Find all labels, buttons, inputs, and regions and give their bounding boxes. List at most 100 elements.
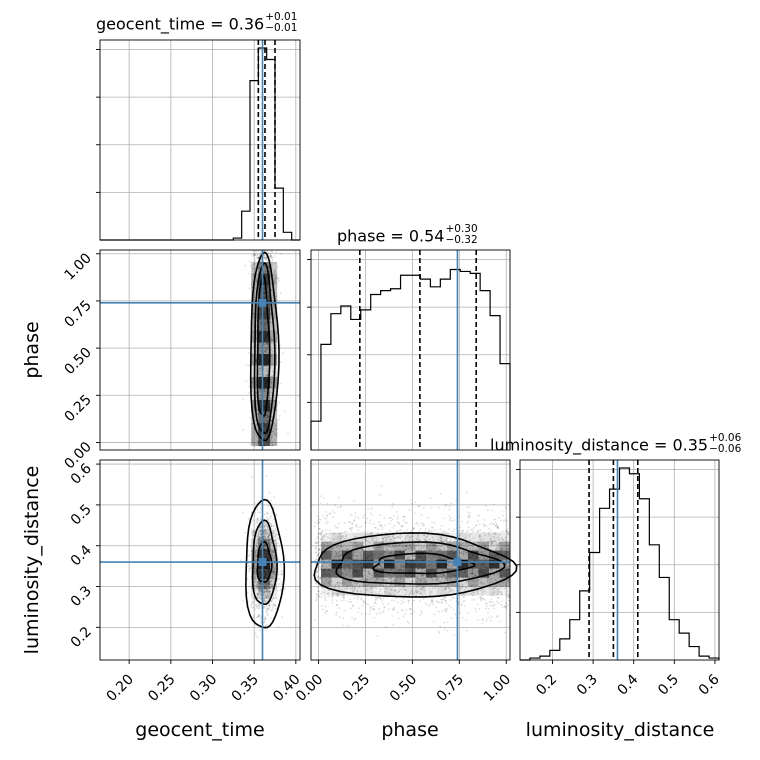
sample-point — [485, 525, 488, 527]
sample-point — [452, 608, 455, 611]
sample-point — [496, 596, 499, 599]
sample-point — [376, 635, 379, 637]
sample-point — [342, 599, 345, 601]
sample-point — [264, 625, 267, 627]
sample-point — [490, 619, 492, 622]
sample-point — [248, 518, 250, 521]
sample-point — [248, 260, 251, 263]
sample-point — [392, 623, 395, 626]
sample-point — [334, 504, 336, 507]
sample-point — [329, 529, 331, 532]
sample-point — [266, 516, 268, 518]
sample-point — [443, 621, 445, 624]
sample-point — [336, 603, 338, 606]
sample-point — [369, 606, 372, 608]
sample-point — [376, 596, 379, 599]
sample-point — [332, 516, 334, 518]
sample-point — [485, 618, 488, 620]
panel-geocent-distance-truth-marker — [258, 558, 267, 567]
sample-point — [477, 603, 479, 606]
sample-point — [263, 271, 265, 274]
sample-point — [273, 255, 276, 257]
sample-point — [418, 529, 421, 532]
sample-point — [396, 601, 399, 604]
sample-point — [476, 520, 479, 523]
sample-point — [442, 529, 444, 532]
sample-point — [467, 517, 470, 519]
sample-point — [250, 255, 253, 257]
sample-point — [448, 604, 451, 607]
sample-point — [338, 496, 340, 499]
sample-point — [252, 340, 254, 343]
sample-point — [270, 375, 273, 378]
sample-point — [446, 629, 449, 632]
sample-point — [354, 515, 357, 518]
sample-point — [444, 530, 446, 533]
sample-point — [493, 603, 496, 606]
sample-point — [502, 519, 505, 522]
sample-point — [264, 392, 266, 395]
sample-point — [257, 267, 260, 270]
density-cell — [270, 354, 278, 366]
sample-point — [335, 614, 338, 617]
sample-point — [287, 432, 289, 435]
sample-point — [439, 625, 442, 628]
sample-point — [279, 292, 282, 295]
sample-point — [272, 440, 275, 443]
density-cell — [258, 589, 271, 600]
sample-point — [267, 346, 270, 349]
sample-point — [248, 585, 250, 588]
sample-point — [333, 511, 336, 514]
sample-point — [406, 529, 409, 531]
sample-point — [366, 530, 369, 532]
sample-point — [430, 601, 433, 604]
sample-point — [266, 612, 269, 615]
sample-point — [343, 609, 346, 612]
sample-point — [253, 309, 256, 311]
sample-point — [419, 600, 421, 602]
sample-point — [251, 442, 254, 444]
sample-point — [411, 602, 414, 605]
sample-point — [445, 611, 447, 613]
sample-point — [369, 610, 372, 612]
sample-point — [273, 496, 275, 499]
sample-point — [369, 512, 372, 515]
sample-point — [403, 515, 406, 518]
sample-point — [407, 622, 410, 624]
sample-point — [461, 616, 464, 619]
sample-point — [249, 443, 251, 445]
sample-point — [380, 598, 382, 600]
sample-point — [350, 607, 352, 610]
sample-point — [270, 419, 273, 422]
sample-point — [252, 400, 255, 402]
sample-point — [255, 250, 257, 253]
sample-point — [477, 597, 480, 599]
sample-point — [256, 256, 259, 259]
sample-point — [281, 569, 283, 572]
sample-point — [242, 600, 245, 602]
sample-point — [377, 528, 380, 531]
sample-point — [326, 514, 329, 517]
sample-point — [490, 598, 493, 601]
sample-point — [320, 596, 323, 598]
sample-point — [274, 442, 276, 445]
sample-point — [483, 524, 485, 526]
sample-point — [460, 603, 463, 605]
sample-point — [319, 518, 322, 521]
sample-point — [318, 552, 321, 554]
sample-point — [378, 596, 381, 599]
sample-point — [492, 503, 495, 506]
sample-point — [368, 522, 371, 525]
sample-point — [263, 390, 266, 393]
sample-point — [252, 394, 255, 397]
sample-point — [434, 529, 436, 531]
sample-point — [260, 621, 262, 624]
sample-point — [343, 596, 345, 599]
sample-point — [474, 608, 477, 610]
sample-point — [266, 374, 269, 376]
sample-point — [429, 497, 432, 500]
sample-point — [406, 620, 409, 623]
sample-point — [478, 607, 481, 610]
sample-point — [317, 575, 319, 578]
sample-point — [428, 603, 431, 606]
